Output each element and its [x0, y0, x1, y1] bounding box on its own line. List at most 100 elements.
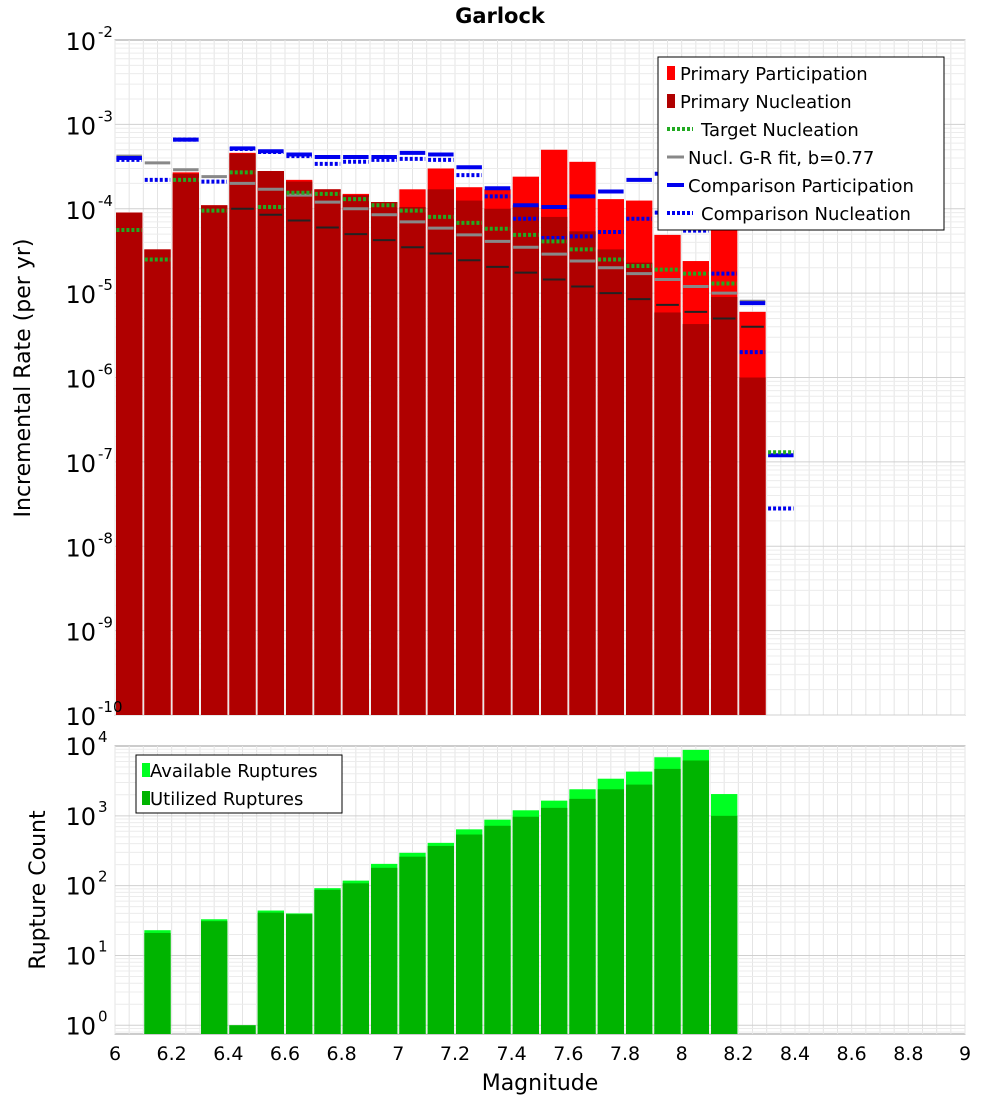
y-tick-label: 10 [65, 803, 96, 831]
y-tick-exponent: 1 [98, 937, 108, 955]
bar-utilized-ruptures [427, 845, 454, 1034]
rate-line-segments [116, 137, 794, 511]
x-tick-label: 8 [676, 1043, 688, 1065]
x-tick-label: 8.2 [723, 1043, 753, 1065]
bar-utilized-ruptures [682, 760, 709, 1034]
bar-primary-nucleation [399, 206, 426, 715]
y-tick-exponent: 3 [98, 798, 108, 816]
y-tick-exponent: -10 [98, 698, 123, 716]
legend-label-comparison-participation: Comparison Participation [688, 176, 914, 197]
legend-item-comparison-nucleation: Comparison Nucleation [667, 204, 911, 225]
y-tick-label: 10 [65, 28, 96, 56]
bar-primary-nucleation [201, 205, 228, 715]
y-tick-label: 10 [65, 281, 96, 309]
bar-primary-nucleation [626, 262, 653, 715]
legend-label-available: Available Ruptures [150, 761, 318, 782]
y-tick-exponent: -3 [98, 107, 113, 125]
y-tick-label: 10 [65, 619, 96, 647]
bar-primary-nucleation [257, 171, 284, 715]
bar-utilized-ruptures [257, 912, 284, 1034]
legend-item-comparison-participation: Comparison Participation [667, 176, 914, 197]
bar-primary-nucleation [456, 200, 483, 715]
x-tick-label: 9 [959, 1043, 971, 1065]
rate-legend-box [657, 56, 945, 231]
legend-item-primary-participation: Primary Participation [667, 64, 868, 85]
bar-utilized-ruptures [314, 889, 341, 1034]
rate-bars [116, 149, 766, 716]
x-tick-label: 7 [392, 1043, 404, 1065]
y-tick-label: 10 [65, 197, 96, 225]
bar-primary-nucleation [541, 216, 568, 715]
bar-utilized-ruptures [229, 1025, 256, 1034]
bar-utilized-ruptures [654, 768, 681, 1034]
bar-primary-nucleation [286, 181, 313, 715]
count-bars [144, 749, 738, 1034]
bar-primary-nucleation [569, 231, 596, 715]
bar-primary-nucleation [654, 312, 681, 715]
bar-utilized-ruptures [711, 815, 738, 1034]
bar-utilized-ruptures [144, 932, 171, 1034]
x-tick-label: 7.2 [440, 1043, 470, 1065]
y-tick-label: 10 [65, 733, 96, 761]
bar-utilized-ruptures [512, 816, 539, 1034]
bar-primary-nucleation [512, 205, 539, 715]
rate-y-axis-label: Incremental Rate (per yr) [11, 239, 36, 518]
x-tick-label: 7.4 [497, 1043, 527, 1065]
x-tick-label: 8.6 [837, 1043, 867, 1065]
bar-utilized-ruptures [286, 914, 313, 1034]
legend-label-target-nucleation: Target Nucleation [700, 120, 859, 141]
bar-utilized-ruptures [201, 921, 228, 1034]
y-tick-label: 10 [65, 942, 96, 970]
legend-swatch-primary-participation [667, 66, 675, 80]
legend-label-gr-fit: Nucl. G-R fit, b=0.77 [688, 148, 874, 169]
y-tick-label: 10 [65, 366, 96, 394]
x-tick-label: 6.6 [270, 1043, 300, 1065]
y-tick-label: 10 [65, 450, 96, 478]
x-tick-label: 8.8 [893, 1043, 923, 1065]
rate-legend: Primary Participation Primary Nucleation… [657, 56, 945, 231]
y-tick-exponent: 2 [98, 868, 108, 886]
bar-utilized-ruptures [371, 867, 398, 1034]
x-axis-label: Magnitude [482, 1071, 599, 1096]
count-legend: Available Ruptures Utilized Ruptures [135, 754, 343, 814]
y-tick-exponent: 4 [98, 728, 108, 746]
y-tick-label: 10 [65, 873, 96, 901]
bar-utilized-ruptures [541, 807, 568, 1034]
y-tick-exponent: -8 [98, 529, 113, 547]
bar-utilized-ruptures [456, 834, 483, 1034]
bar-primary-nucleation [427, 189, 454, 715]
x-tick-label: 6.2 [157, 1043, 187, 1065]
y-tick-label: 10 [65, 112, 96, 140]
x-tick-label: 6.4 [213, 1043, 243, 1065]
legend-swatch-utilized [142, 791, 150, 805]
bar-utilized-ruptures [626, 784, 653, 1034]
legend-item-target-nucleation: Target Nucleation [667, 120, 859, 141]
y-tick-label: 10 [65, 1012, 96, 1040]
bar-primary-nucleation [116, 212, 143, 716]
legend-item-gr-fit: Nucl. G-R fit, b=0.77 [667, 148, 874, 169]
bar-primary-nucleation [144, 249, 171, 716]
bar-primary-nucleation [682, 324, 709, 715]
x-tick-label: 8.4 [780, 1043, 810, 1065]
bar-primary-nucleation [739, 377, 766, 715]
count-x-ticks: 6 6.2 6.4 6.6 6.8 7 7.2 7.4 7.6 7.8 8 8.2 8.4 8.6 8.8 9 [109, 1043, 971, 1065]
bar-primary-nucleation [229, 153, 256, 715]
legend-swatch-primary-nucleation [667, 94, 675, 108]
legend-item-available: Available Ruptures [142, 761, 318, 782]
bar-utilized-ruptures [484, 825, 511, 1034]
bar-utilized-ruptures [342, 883, 369, 1034]
y-tick-exponent: -2 [98, 23, 113, 41]
legend-swatch-available [142, 763, 150, 777]
count-y-axis-label: Rupture Count [26, 810, 51, 970]
bar-primary-nucleation [597, 249, 624, 716]
bar-primary-nucleation [172, 173, 199, 715]
legend-label-comparison-nucleation: Comparison Nucleation [701, 204, 911, 225]
bar-primary-nucleation [484, 208, 511, 715]
legend-label-primary-nucleation: Primary Nucleation [680, 92, 852, 113]
bar-utilized-ruptures [569, 798, 596, 1034]
y-tick-exponent: -7 [98, 445, 113, 463]
bar-utilized-ruptures [597, 789, 624, 1034]
